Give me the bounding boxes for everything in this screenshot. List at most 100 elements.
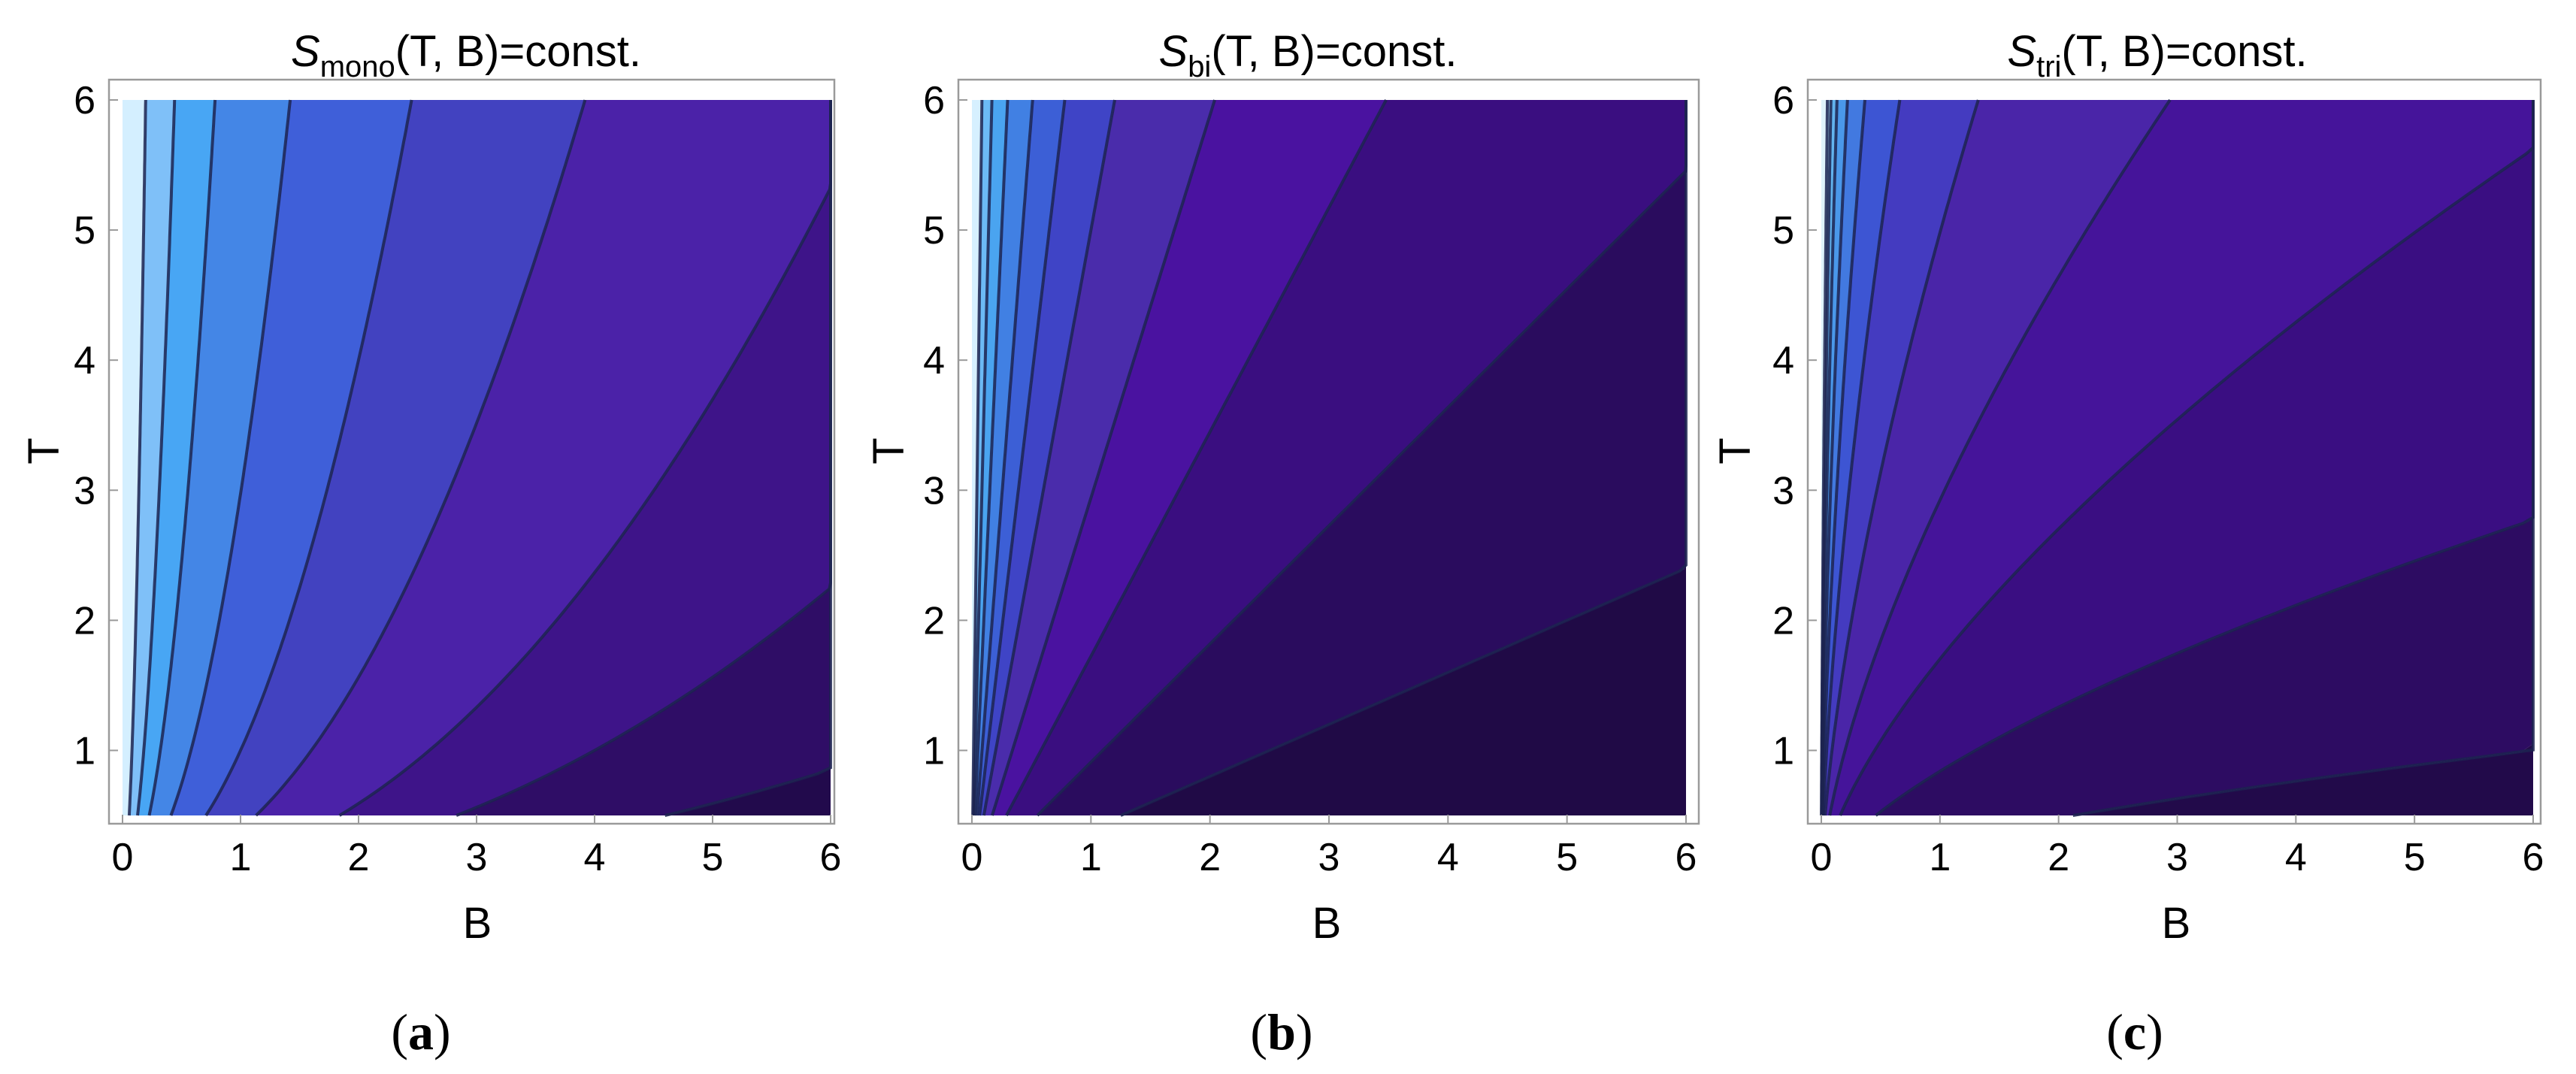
panel-a-x-tick-label: 5 [702, 836, 724, 879]
panel-c-contour-fill [1821, 100, 2533, 815]
panel-c-y-tick-label: 5 [1772, 209, 1794, 253]
panel-a-y-tick-label: 6 [74, 79, 95, 123]
panel-c-contour-band [1821, 100, 1848, 815]
panel-b-y-tick-label: 1 [923, 729, 945, 773]
panel-b-caption: (b) [1250, 1003, 1312, 1060]
panel-a-contour-line [204, 99, 413, 817]
panel-c-contour-band [1823, 100, 1978, 815]
panel-a-x-axis-label: B [463, 899, 492, 948]
panel-c-contour-line [1828, 98, 2172, 816]
panel-a-contour-band [206, 100, 586, 815]
panel-c-y-tick-label: 1 [1772, 729, 1794, 773]
panel-c-y-tick-label: 3 [1772, 469, 1794, 513]
panel-a-contour-band [339, 100, 831, 815]
panel-c-x-tick-label: 6 [2523, 836, 2544, 879]
panel-c-y-axis-label: T [1711, 437, 1760, 464]
panel-a-contour-lines [127, 99, 832, 817]
panel-a-caption: (a) [391, 1003, 450, 1060]
panel-a-contour-band [149, 100, 291, 815]
panel-b-contour-band [991, 100, 1386, 815]
panel-b-y-tick-label: 3 [923, 469, 945, 513]
panel-c-contour-band [1821, 100, 1865, 815]
panel-c-contour-band [1875, 100, 2533, 815]
panel-c-contour-line [1820, 99, 1849, 816]
panel-b-x-tick-label: 6 [1675, 836, 1697, 879]
panel-b-y-tick-label: 4 [923, 339, 945, 383]
panel-c-contour-line [1839, 100, 2535, 816]
panel-b-y-tick-label: 5 [923, 209, 945, 253]
panel-c-caption: (c) [2106, 1003, 2163, 1060]
panel-c-x-tick-label: 3 [2166, 836, 2188, 879]
panel-b-x-tick-label: 3 [1318, 836, 1340, 879]
panel-a-contour-line [338, 100, 832, 817]
panel-a-x-tick-label: 0 [112, 836, 134, 879]
panel-a-y-ticks: 1 2 3 4 5 6 [74, 79, 118, 773]
panel-c-x-tick-label: 2 [2048, 836, 2069, 879]
panel-c-x-axis-label: B [2162, 899, 2191, 948]
panel-b-x-tick-label: 4 [1437, 836, 1459, 879]
panel-b-contour-line [973, 99, 1010, 816]
panel-a-contour-line [147, 99, 217, 816]
panel-b-contour-line [1036, 100, 1688, 817]
panel-a-title: Smono(T, B)=const. [291, 27, 641, 83]
panel-c-y-tick-label: 2 [1772, 599, 1794, 643]
panel-a-y-tick-label: 5 [74, 209, 95, 253]
panel-a-x-tick-label: 3 [466, 836, 488, 879]
panel-a-x-tick-label: 2 [348, 836, 370, 879]
panel-a-contour-band [123, 100, 146, 815]
panel-a-contour-band [456, 100, 831, 815]
panel-a-y-axis-label: T [20, 437, 68, 464]
panel-b-x-tick-label: 2 [1199, 836, 1221, 879]
panel-c-contour-band [1830, 100, 2533, 815]
panel-a-y-tick-label: 3 [74, 469, 95, 513]
panel-a-x-tick-label: 1 [230, 836, 252, 879]
panel-b-contour-line [975, 99, 1034, 816]
panel-a-contour-line [169, 99, 292, 816]
panel-b-contour-line [1005, 99, 1388, 816]
panel-a-plot-frame [107, 78, 836, 825]
panel-c-contour-band [1825, 100, 2170, 815]
panel-a-contour-line [664, 100, 832, 817]
panel-a-y-tick-label: 2 [74, 599, 95, 643]
panel-a-contour-fill [123, 100, 831, 815]
panel-b-contour-line [972, 99, 994, 816]
panel-c-contour-band [1822, 100, 1900, 815]
panel-b-contour-band [1120, 100, 1686, 815]
panel-b-contour-band [1006, 100, 1686, 815]
panel-c-contour-line [1821, 99, 1902, 816]
panel-c-x-tick-label: 1 [1929, 836, 1951, 879]
panel-c-contour-band [1821, 100, 1828, 815]
panel-a-x-tick-label: 4 [584, 836, 606, 879]
panel-a-y-tick-label: 4 [74, 339, 95, 383]
panel-a-contour-band [129, 100, 175, 815]
panel-a-contour-line [127, 99, 147, 816]
panel-a-x-tick-label: 6 [820, 836, 842, 879]
panel-b-x-tick-label: 0 [961, 836, 983, 879]
panel-c-plot-frame [1806, 78, 2542, 825]
panel-c-contour-band [1840, 100, 2533, 815]
panel-a-x-ticks: 0 1 2 3 4 5 6 [112, 815, 842, 879]
panel-b-contour-line [978, 99, 1067, 816]
panel-a-contour-band [171, 100, 412, 815]
panel-c-y-tick-label: 6 [1772, 79, 1794, 123]
panel-c: Stri(T, B)=const. 0 1 2 3 4 5 6 1 2 3 4 5 6 B T (c) [1711, 27, 2544, 1060]
panel-c-contour-lines [1820, 98, 2535, 817]
panel-b-x-ticks: 0 1 2 3 4 5 6 [961, 815, 1697, 879]
panel-c-x-ticks: 0 1 2 3 4 5 6 [1811, 815, 2544, 879]
panel-a-y-tick-label: 1 [74, 729, 95, 773]
panel-c-contour-line [2072, 100, 2535, 817]
panel-c-title: Stri(T, B)=const. [2007, 27, 2307, 83]
panel-b-contour-line [971, 99, 984, 816]
panel-c-y-tick-label: 4 [1772, 339, 1794, 383]
panel-c-x-tick-label: 0 [1811, 836, 1833, 879]
panel-b-contour-line [982, 99, 1116, 816]
panel-b-y-tick-label: 6 [923, 79, 945, 123]
panel-a-contour-line [255, 99, 587, 817]
panel-a: Smono(T, B)=const. 0 1 2 3 4 5 6 1 2 3 4 5 6 B T (a… [20, 27, 841, 1060]
panel-c-x-tick-label: 4 [2285, 836, 2307, 879]
panel-c-x-tick-label: 5 [2404, 836, 2426, 879]
panel-a-contour-line [136, 99, 177, 816]
panel-b-x-axis-label: B [1312, 899, 1342, 948]
panel-b-contour-band [1037, 100, 1686, 815]
